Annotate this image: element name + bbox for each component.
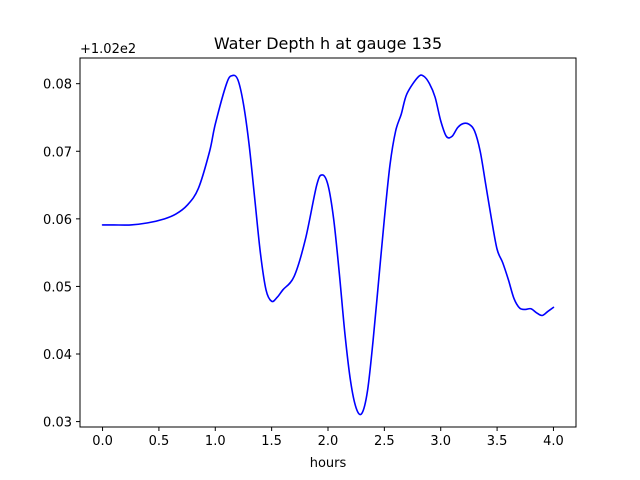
series-layer	[101, 74, 555, 416]
x-tick-label: 0.5	[149, 434, 170, 449]
x-tick-label: 1.5	[261, 434, 282, 449]
y-tick-label: 0.05	[43, 280, 72, 295]
y-tick-label: 0.06	[43, 213, 72, 228]
x-tick-label: 3.5	[487, 434, 508, 449]
y-tick-label: 0.03	[43, 416, 72, 431]
ticks-layer: 0.0 0.5 1.0 1.5 2.0 2.5 3.0 3.5 4.0 0.03 0.04 0.05 0…	[43, 78, 564, 449]
y-offset-label: +1.02e2	[80, 42, 136, 57]
plot-frame	[79, 57, 577, 428]
y-tick-label: 0.08	[43, 78, 72, 93]
x-tick-label: 3.0	[430, 434, 451, 449]
x-axis-label: hours	[310, 456, 347, 471]
x-tick-label: 2.0	[318, 434, 339, 449]
y-tick-label: 0.04	[43, 348, 72, 363]
x-tick-label: 1.0	[205, 434, 226, 449]
x-tick-label: 2.5	[374, 434, 395, 449]
x-tick-label: 4.0	[543, 434, 564, 449]
y-tick-label: 0.07	[43, 145, 72, 160]
x-tick-label: 0.0	[92, 434, 113, 449]
series-line	[101, 74, 555, 416]
chart-title: Water Depth h at gauge 135	[214, 34, 442, 53]
